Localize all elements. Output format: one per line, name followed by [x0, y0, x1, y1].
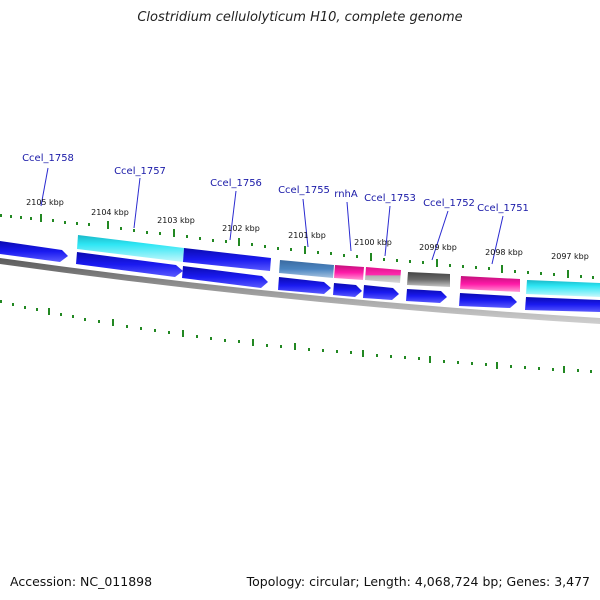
gene-label: Ccel_1753	[364, 193, 416, 204]
kbp-labels: 2105 kbp 2104 kbp 2103 kbp 2102 kbp 2101…	[26, 198, 589, 261]
map-title: Clostridium cellulolyticum H10, complete…	[137, 10, 463, 25]
kbp-label: 2097 kbp	[551, 252, 589, 261]
gene-label-leaders	[40, 167, 504, 265]
gene-arrow-lower-3[interactable]	[278, 277, 331, 294]
gene-label: Ccel_1752	[423, 198, 475, 209]
gene-bar-ccel-1751[interactable]	[460, 276, 520, 292]
gene-bar-ccel-1753[interactable]	[365, 267, 401, 283]
gene-arrow-lower-8[interactable]	[525, 297, 600, 312]
gene-label: Ccel_1751	[477, 203, 529, 214]
gene-arrow-lower-4[interactable]	[333, 283, 362, 297]
gene-bar-ccel-1755[interactable]	[279, 260, 334, 278]
gene-arrow-lower-6[interactable]	[406, 289, 447, 303]
inner-tick-row	[0, 300, 592, 373]
gene-bar-ccel-1756[interactable]	[183, 248, 271, 271]
feature-track-lower	[76, 252, 600, 312]
gene-label: Ccel_1756	[210, 178, 262, 189]
kbp-label: 2105 kbp	[26, 198, 64, 207]
genome-stats-text: Topology: circular; Length: 4,068,724 bp…	[246, 574, 590, 589]
kbp-label: 2099 kbp	[419, 243, 457, 252]
gene-bar-ccel-1752[interactable]	[407, 272, 450, 287]
gene-arrow-lower-5[interactable]	[363, 285, 399, 300]
genome-backbone	[0, 258, 600, 324]
gene-label: rnhA	[334, 189, 358, 200]
gene-labels: Ccel_1758 Ccel_1757 Ccel_1756 Ccel_1755 …	[22, 153, 529, 214]
kbp-label: 2102 kbp	[222, 224, 260, 233]
kbp-label: 2101 kbp	[288, 231, 326, 240]
gene-arrow-lower-7[interactable]	[459, 293, 517, 308]
gene-label: Ccel_1758	[22, 153, 74, 164]
gene-arrow-lower-2[interactable]	[182, 266, 268, 288]
gene-bar-next[interactable]	[526, 280, 600, 297]
outer-tick-row	[0, 214, 594, 279]
gene-arrow-lower-1[interactable]	[76, 252, 183, 277]
gene-arrow-ccel-1758[interactable]	[0, 241, 68, 262]
feature-track-upper	[0, 235, 600, 297]
kbp-label: 2103 kbp	[157, 216, 195, 225]
gene-label: Ccel_1755	[278, 185, 330, 196]
gene-bar-ccel-1757[interactable]	[77, 235, 184, 262]
kbp-label: 2098 kbp	[485, 248, 523, 257]
kbp-label: 2100 kbp	[354, 238, 392, 247]
gene-label: Ccel_1757	[114, 166, 166, 177]
gene-bar-rnha[interactable]	[334, 265, 364, 280]
kbp-label: 2104 kbp	[91, 208, 129, 217]
accession-text: Accession: NC_011898	[10, 574, 153, 589]
